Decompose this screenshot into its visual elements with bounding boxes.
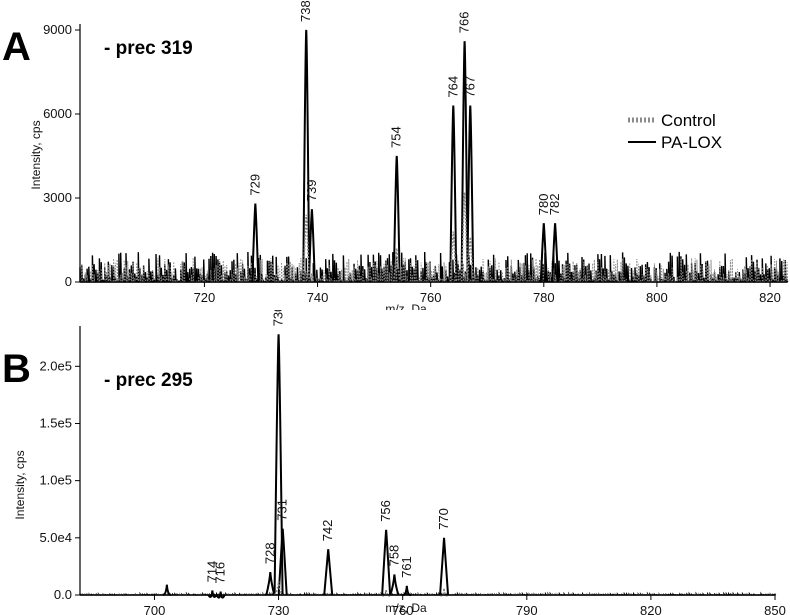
panel-title: - prec 319 bbox=[104, 38, 193, 59]
peak-label-756: 756 bbox=[378, 500, 393, 522]
peak-palox-728 bbox=[265, 572, 276, 596]
plot-area bbox=[79, 29, 789, 283]
y-tick-label: 9000 bbox=[43, 22, 72, 37]
x-tick-label: 780 bbox=[533, 290, 555, 305]
peak-palox-716 bbox=[215, 591, 226, 599]
y-tick-label: 5.0e4 bbox=[39, 530, 72, 545]
y-tick-label: 1.0e5 bbox=[39, 473, 72, 488]
peak-palox-731 bbox=[277, 528, 288, 596]
peak-label-731: 731 bbox=[275, 499, 290, 521]
x-tick-label: 720 bbox=[194, 290, 216, 305]
y-tick-label: 0.0 bbox=[54, 587, 72, 602]
peak-label-728: 728 bbox=[262, 542, 277, 564]
peak-label-730: 730 bbox=[271, 310, 286, 326]
peak-label-729: 729 bbox=[247, 174, 262, 196]
panel-letter: A bbox=[2, 25, 31, 69]
peak-palox-766 bbox=[460, 41, 469, 283]
peak-palox-703 bbox=[162, 584, 172, 596]
peak-palox-754 bbox=[392, 155, 401, 283]
spectrum-panel-a: A - prec 319 Intensity, cps m/z, Da Cont… bbox=[2, 0, 789, 310]
legend-label-control: Control bbox=[661, 111, 716, 130]
x-tick-label: 820 bbox=[640, 603, 662, 615]
peak-palox-714 bbox=[207, 590, 218, 598]
y-tick-label: 2.0e5 bbox=[39, 358, 72, 373]
peak-label-758: 758 bbox=[386, 545, 401, 567]
x-tick-label: 850 bbox=[764, 603, 786, 615]
peak-palox-767 bbox=[466, 105, 475, 283]
x-axis-title: m/z, Da bbox=[385, 302, 427, 310]
peak-control-770 bbox=[439, 588, 449, 597]
peak-control-767 bbox=[466, 237, 475, 283]
peak-label-742: 742 bbox=[320, 520, 335, 542]
x-tick-label: 760 bbox=[420, 290, 442, 305]
y-tick-label: 1.5e5 bbox=[39, 415, 72, 430]
y-tick-label: 3000 bbox=[43, 190, 72, 205]
peak-palox-764 bbox=[449, 105, 458, 283]
peak-label-716: 716 bbox=[213, 562, 228, 584]
peak-palox-770 bbox=[439, 537, 450, 596]
y-tick-label: 0 bbox=[65, 274, 72, 289]
peak-control-764 bbox=[449, 231, 458, 283]
x-tick-label: 790 bbox=[516, 603, 538, 615]
peak-palox-739 bbox=[307, 209, 316, 283]
peak-palox-730 bbox=[273, 334, 284, 596]
y-axis-title: Intensity, cps bbox=[29, 120, 43, 189]
peak-control-766 bbox=[460, 192, 469, 283]
peak-control-738 bbox=[302, 214, 311, 283]
legend: Control PA-LOX bbox=[628, 111, 722, 152]
panel-title: - prec 295 bbox=[104, 370, 193, 391]
x-axis-title: m/z, Da bbox=[385, 601, 427, 615]
peak-label-780: 780 bbox=[536, 193, 551, 215]
peak-label-738: 738 bbox=[298, 0, 313, 22]
peak-label-770: 770 bbox=[436, 508, 451, 530]
x-tick-label: 740 bbox=[307, 290, 329, 305]
x-tick-label: 760 bbox=[392, 603, 414, 615]
peak-label-754: 754 bbox=[389, 126, 404, 148]
peak-label-764: 764 bbox=[445, 76, 460, 98]
peak-label-782: 782 bbox=[547, 193, 562, 215]
peak-palox-738 bbox=[302, 29, 311, 283]
legend-label-palox: PA-LOX bbox=[661, 133, 722, 152]
spectrum-panel-b: B - prec 295 Intensity, cps m/z, Da 7147… bbox=[2, 310, 786, 615]
peak-label-766: 766 bbox=[457, 11, 472, 33]
y-tick-label: 6000 bbox=[43, 106, 72, 121]
peak-palox-729 bbox=[251, 203, 260, 283]
peak-palox-780 bbox=[539, 223, 548, 283]
peak-palox-742 bbox=[323, 549, 334, 596]
x-tick-label: 820 bbox=[759, 290, 781, 305]
y-axis-title: Intensity, cps bbox=[13, 450, 27, 519]
x-tick-label: 700 bbox=[144, 603, 166, 615]
panel-letter: B bbox=[2, 347, 31, 391]
x-tick-label: 800 bbox=[646, 290, 668, 305]
peak-palox-782 bbox=[551, 223, 560, 283]
peak-control-754 bbox=[392, 248, 401, 283]
peak-label-714: 714 bbox=[204, 561, 219, 583]
peak-palox-756 bbox=[381, 529, 392, 596]
peak-control-730 bbox=[273, 581, 284, 596]
x-tick-label: 730 bbox=[268, 603, 290, 615]
peak-label-739: 739 bbox=[304, 179, 319, 201]
peak-label-767: 767 bbox=[462, 76, 477, 98]
peak-label-761: 761 bbox=[399, 556, 414, 578]
peak-palox-758 bbox=[389, 574, 400, 596]
